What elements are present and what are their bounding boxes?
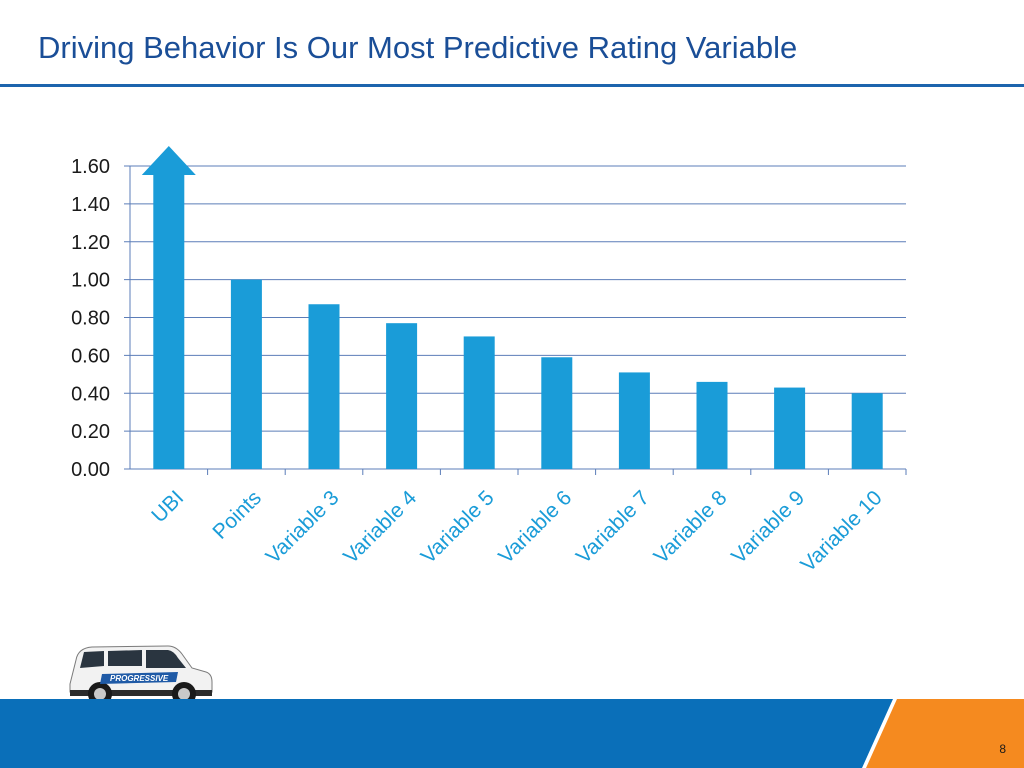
x-tick-label: Variable 8 [650, 486, 732, 568]
y-tick-label: 0.20 [71, 421, 110, 443]
y-tick-label: 0.00 [71, 459, 110, 481]
y-tick-label: 1.40 [71, 194, 110, 216]
bar [851, 393, 883, 469]
bar [774, 387, 806, 469]
bar [308, 304, 340, 469]
y-tick-label: 1.60 [71, 156, 110, 178]
y-tick-labels: 0.00 0.20 0.40 0.60 0.80 1.00 1.20 1.40 1.60 [71, 156, 110, 481]
bar [541, 357, 573, 469]
y-tick-label: 1.20 [71, 232, 110, 254]
y-tick-label: 0.60 [71, 345, 110, 367]
bar [386, 323, 418, 469]
x-tick-label: Variable 7 [572, 486, 654, 568]
page-number: 8 [999, 742, 1006, 756]
x-tick-label: Variable 4 [339, 486, 421, 568]
x-tick-label: Variable 5 [417, 486, 499, 568]
footer-band [0, 699, 1024, 768]
ubi-up-arrow [141, 146, 196, 175]
y-tick-label: 0.80 [71, 308, 110, 330]
slide-title: Driving Behavior Is Our Most Predictive … [38, 30, 798, 65]
x-tick-label: Variable 10 [796, 486, 886, 576]
y-tick-label: 0.40 [71, 383, 110, 405]
bar [618, 372, 650, 469]
x-tick-label: Variable 3 [262, 486, 344, 568]
x-tick-label: UBI [147, 486, 188, 527]
x-tick-label: Variable 9 [727, 486, 809, 568]
bar-chart: 0.00 0.20 0.40 0.60 0.80 1.00 1.20 1.40 1.60 UBI… [71, 146, 907, 577]
progressive-logo-text: PROGRESSIVE [110, 674, 169, 683]
x-tick-label: Variable 6 [494, 486, 576, 568]
bar [696, 381, 728, 469]
bar-ubi [153, 174, 185, 469]
bar [463, 336, 495, 469]
bar [230, 279, 262, 469]
bars [141, 146, 883, 469]
x-tick-label: Points [208, 486, 266, 544]
y-tick-label: 1.00 [71, 270, 110, 292]
title-divider [0, 84, 1024, 87]
